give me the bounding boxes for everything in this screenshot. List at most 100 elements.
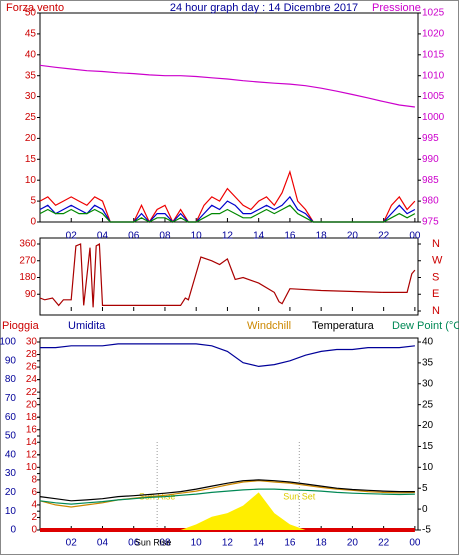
- tick-label: 50: [5, 431, 17, 442]
- tick-label: 60: [5, 412, 17, 423]
- area: [40, 492, 415, 530]
- tick-label: 20: [26, 399, 38, 410]
- tick-label: N: [432, 305, 440, 317]
- x-tick-label: 14: [253, 231, 265, 242]
- x-tick-label: 04: [97, 231, 109, 242]
- series-line: [39, 204, 416, 223]
- series-line: [39, 479, 415, 502]
- x-tick-label: 10: [191, 538, 203, 549]
- tick-label: -5: [422, 525, 431, 536]
- x-tick-label: 04: [97, 538, 109, 549]
- series-line: [39, 64, 415, 108]
- tick-label: 40: [422, 337, 434, 348]
- tick-label: 10: [422, 462, 434, 473]
- tick-label: N: [432, 238, 440, 250]
- tick-label: 975: [422, 217, 439, 228]
- x-tick-label: 02: [66, 538, 78, 549]
- legend-item: Temperatura: [312, 320, 375, 332]
- tick-label: 25: [25, 112, 37, 123]
- tick-label: 14: [26, 437, 38, 448]
- x-tick-label: 20: [347, 231, 359, 242]
- tick-label: 0: [10, 525, 16, 536]
- legend-item: Dew Point (°C: [392, 320, 459, 332]
- axis-title: Pressione: [372, 2, 421, 14]
- x-tick-label: 22: [378, 231, 390, 242]
- series-line: [39, 242, 416, 308]
- x-tick-label: 08: [159, 231, 171, 242]
- tick-label: 45: [25, 29, 37, 40]
- tick-label: 6: [31, 487, 37, 498]
- tick-label: 1015: [422, 49, 445, 60]
- tick-label: 5: [422, 483, 428, 494]
- x-tick-label: 22: [378, 538, 390, 549]
- tick-label: 180: [19, 272, 36, 283]
- tick-label: 90: [5, 355, 17, 366]
- tick-label: 1020: [422, 29, 445, 40]
- tick-label: 5: [30, 196, 36, 207]
- tick-label: 985: [422, 175, 439, 186]
- x-tick-label: 00: [409, 538, 421, 549]
- tick-label: 1025: [422, 8, 445, 19]
- tick-label: 270: [19, 255, 36, 266]
- tick-label: E: [432, 288, 439, 300]
- tick-label: 35: [25, 70, 37, 81]
- tick-label: 20: [25, 133, 37, 144]
- x-tick-label: 18: [316, 231, 328, 242]
- x-tick-label: 12: [222, 231, 234, 242]
- tick-label: 15: [422, 441, 434, 452]
- tick-label: 35: [422, 358, 434, 369]
- annotation: Sun Set: [283, 491, 316, 501]
- tick-label: 30: [25, 91, 37, 102]
- series-line: [40, 343, 415, 368]
- tick-label: 80: [5, 374, 17, 385]
- tick-label: 10: [26, 462, 38, 473]
- x-tick-label: 20: [347, 538, 359, 549]
- axis-title: Forza vento: [6, 2, 64, 14]
- tick-label: 2: [31, 512, 37, 523]
- tick-label: 12: [26, 449, 38, 460]
- tick-label: 30: [422, 378, 434, 389]
- legend-item: Umidita: [68, 320, 106, 332]
- tick-label: 10: [25, 175, 37, 186]
- tick-label: 1005: [422, 91, 445, 102]
- x-tick-label: 06: [128, 231, 140, 242]
- tick-label: 30: [5, 468, 17, 479]
- tick-label: 10: [5, 506, 17, 517]
- tick-label: 25: [422, 399, 434, 410]
- x-tick-label: 08: [159, 538, 171, 549]
- tick-label: 28: [26, 349, 38, 360]
- tick-label: 0: [31, 525, 37, 536]
- tick-label: 990: [422, 154, 439, 165]
- tick-label: 90: [25, 289, 37, 300]
- series-line: [39, 480, 415, 508]
- x-tick-label: 16: [284, 231, 296, 242]
- tick-label: 4: [31, 500, 37, 511]
- tick-label: 20: [422, 420, 434, 431]
- tick-label: 8: [31, 475, 37, 486]
- tick-label: 0: [30, 217, 36, 228]
- tick-label: 18: [26, 412, 38, 423]
- tick-label: 1000: [422, 112, 445, 123]
- x-tick-label: 10: [191, 231, 203, 242]
- legend-item: Windchill: [247, 320, 291, 332]
- chart-title: 24 hour graph day : 14 Dicembre 2017: [170, 2, 358, 14]
- x-tick-label: 18: [316, 538, 328, 549]
- tick-label: 40: [25, 49, 37, 60]
- tick-label: 995: [422, 133, 439, 144]
- tick-label: S: [432, 271, 439, 283]
- plot-frame: [39, 237, 419, 316]
- tick-label: 70: [5, 393, 17, 404]
- legend-item: Pioggia: [2, 320, 40, 332]
- x-tick-label: 16: [284, 538, 296, 549]
- tick-label: 40: [5, 449, 17, 460]
- tick-label: 100: [0, 337, 16, 348]
- x-tick-label: 06: [128, 538, 140, 549]
- tick-label: 16: [26, 424, 38, 435]
- x-tick-label: 02: [66, 231, 78, 242]
- x-tick-label: 12: [222, 538, 234, 549]
- annotation: Sun Rise: [135, 537, 172, 547]
- tick-label: 360: [19, 239, 36, 250]
